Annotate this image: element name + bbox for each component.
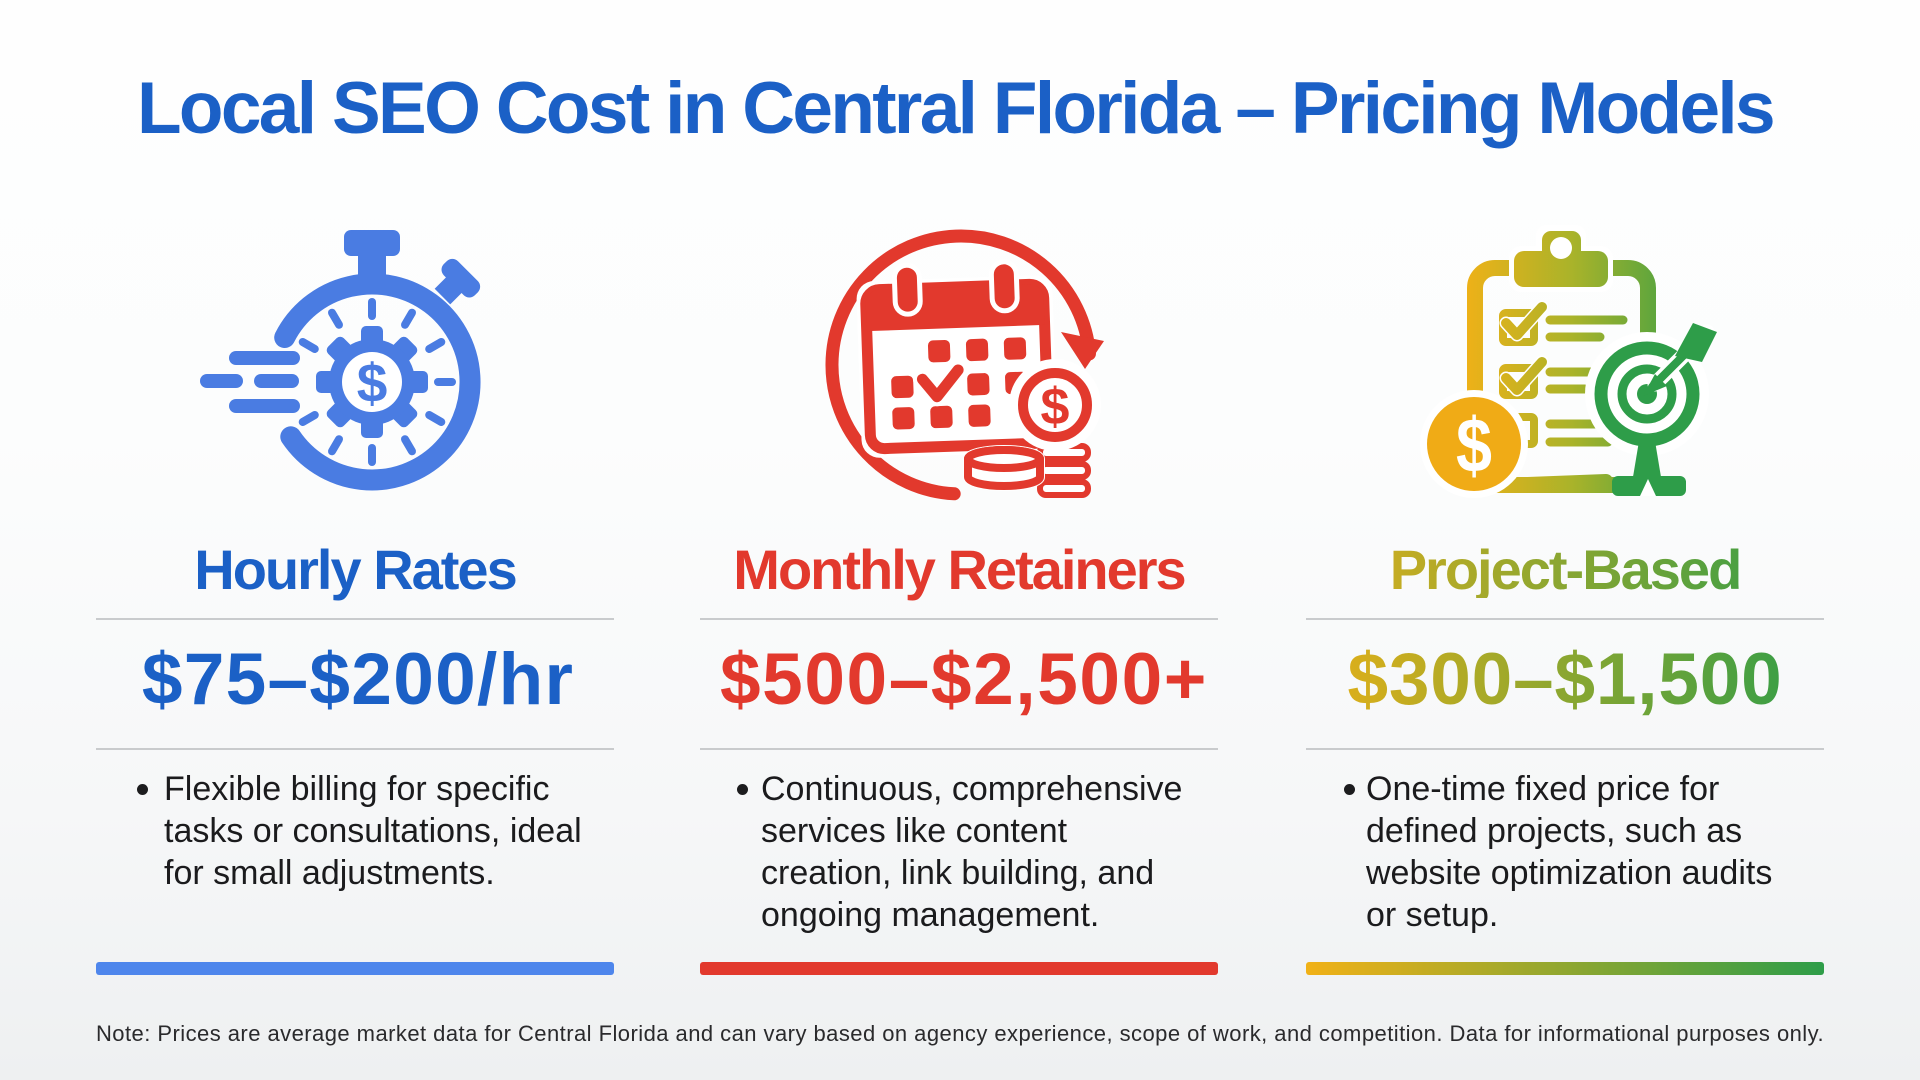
svg-text:$: $ [1456, 404, 1492, 490]
svg-text:$: $ [1041, 378, 1070, 436]
svg-text:$: $ [357, 352, 388, 414]
